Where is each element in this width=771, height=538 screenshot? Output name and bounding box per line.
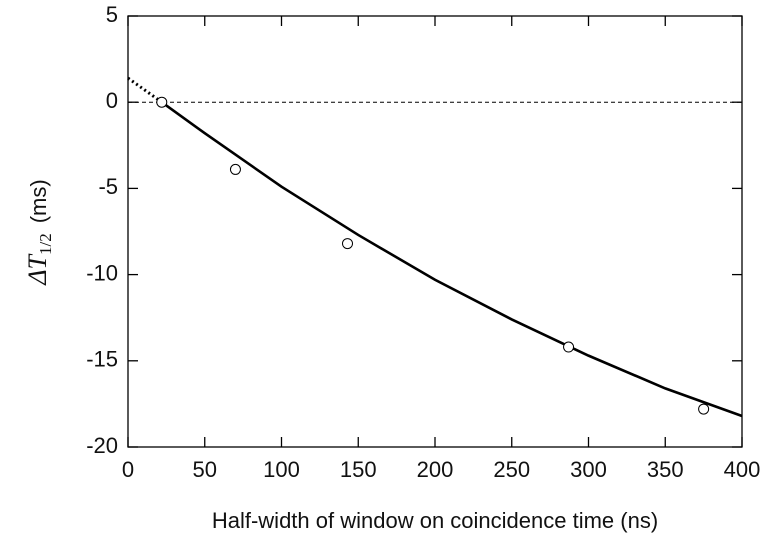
y-label-symbol: ΔT xyxy=(23,253,52,285)
x-tick-label: 50 xyxy=(193,457,217,482)
fit-curve xyxy=(161,101,743,418)
x-tick-label: 150 xyxy=(340,457,377,482)
x-tick-label: 250 xyxy=(493,457,530,482)
data-point xyxy=(342,238,354,250)
x-tick-label: 200 xyxy=(417,457,454,482)
x-axis-label: Half-width of window on coincidence time… xyxy=(212,508,658,533)
x-tick-label: 0 xyxy=(122,457,134,482)
data-point xyxy=(698,403,710,415)
y-tick-label: -5 xyxy=(98,174,118,199)
x-tick-label: 400 xyxy=(724,457,761,482)
y-tick-label: 5 xyxy=(106,2,118,27)
y-tick-label: -15 xyxy=(86,347,118,372)
x-tick-label: 350 xyxy=(647,457,684,482)
x-tick-label: 300 xyxy=(570,457,607,482)
extrapolated-fit xyxy=(127,76,163,104)
y-tick-label: 0 xyxy=(106,88,118,113)
y-label-unit: (ms) xyxy=(26,179,51,223)
data-point xyxy=(563,341,575,353)
data-point xyxy=(229,163,241,175)
y-axis-label: ΔT1/2 (ms) xyxy=(23,179,55,285)
y-label-subscript: 1/2 xyxy=(36,233,55,255)
y-tick-label: -10 xyxy=(86,260,118,285)
x-tick-label: 100 xyxy=(263,457,300,482)
y-tick-label: -20 xyxy=(86,433,118,458)
data-point xyxy=(156,96,168,108)
